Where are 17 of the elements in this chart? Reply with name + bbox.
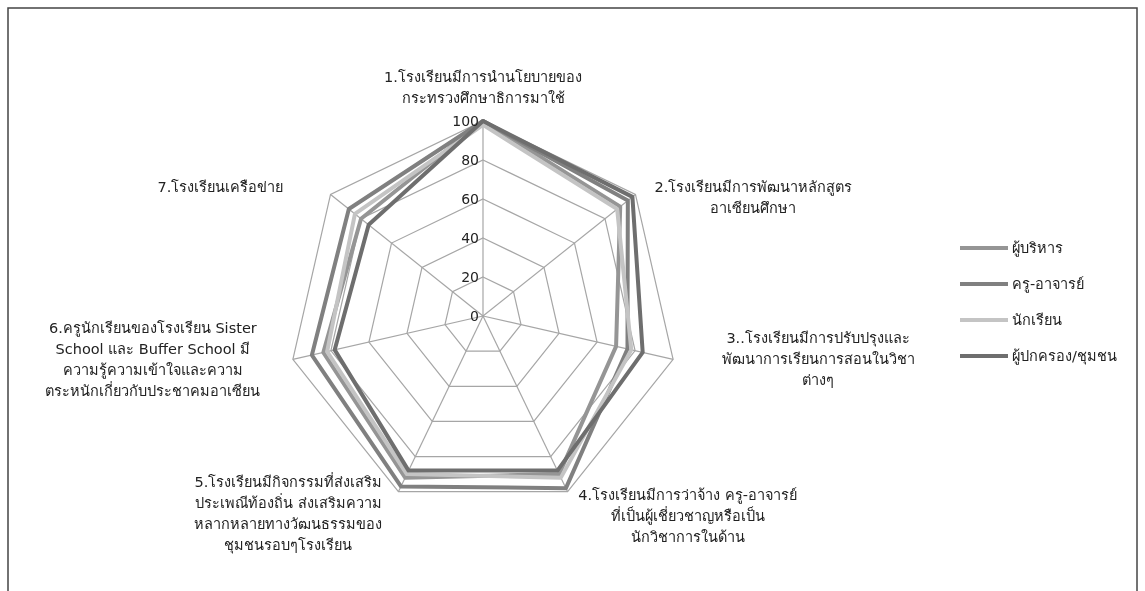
y-tick-label: 0 [470, 308, 479, 324]
spoke-label: 2.โรงเรียนมีการพัฒนาหลักสูตร อาเซียนศึกษา [654, 178, 853, 217]
y-tick-label: 80 [461, 152, 479, 168]
y-tick-label: 20 [461, 269, 479, 285]
legend-label: ผู้ปกครอง/ชุมชน [1012, 348, 1117, 365]
y-tick-label: 60 [461, 191, 479, 207]
y-tick-label: 100 [452, 113, 479, 129]
spoke-label: 6.ครูนักเรียนของโรงเรียน Sister School และ Buffer School มี ความรู้ความเข้าใจและความ ตระหนักเกี่ยวกับประชาคมอาเซียน [45, 318, 261, 399]
spoke-label: 7.โรงเรียนเครือข่าย [157, 178, 284, 196]
legend-label: นักเรียน [1012, 312, 1062, 328]
legend-label: ครู-อาจารย์ [1012, 276, 1085, 293]
y-tick-label: 40 [461, 230, 479, 246]
spoke-label: 4.โรงเรียนมีการว่าจ้าง ครู-อาจารย์ ที่เป็นผู้เชี่ยวชาญหรือเป็น นักวิชาการในด้าน [578, 485, 797, 545]
legend-label: ผู้บริหาร [1012, 240, 1063, 257]
spoke-label: 3..โรงเรียนมีการปรับปรุงและ พัฒนาการเรียนการสอนในวิชา ต่างๆ [721, 329, 915, 389]
spoke-label: 1.โรงเรียนมีการนำนโยบายของ กระทรวงศึกษาธิการมาใช้ [384, 68, 582, 106]
spoke-label: 5.โรงเรียนมีกิจกรรมที่ส่งเสริม ประเพณีท้องถิ่น ส่งเสริมความ หลากหลายทางวัฒนธรรมของ ชุมชนรอบๆโรงเรียน [194, 471, 383, 554]
